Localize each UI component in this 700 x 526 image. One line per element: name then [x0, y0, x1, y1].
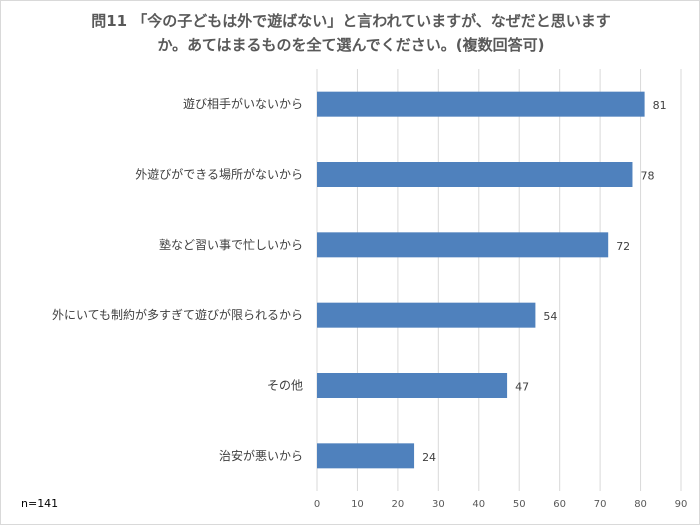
x-tick-label: 40 — [472, 499, 485, 510]
bar — [317, 302, 536, 328]
chart-title-line-1: 問11 「今の子どもは外で遊ばない」と言われていますが、なぜだと思います — [91, 12, 611, 30]
value-label: 54 — [543, 310, 557, 323]
value-label: 47 — [515, 381, 529, 394]
bar — [317, 232, 609, 258]
x-tick-label: 30 — [432, 499, 445, 510]
value-label: 72 — [616, 240, 630, 253]
value-label: 78 — [640, 170, 654, 183]
category-label: 外にいても制約が多すぎて遊びが限られるから — [52, 307, 303, 322]
sample-size-note: n=141 — [21, 497, 59, 510]
x-tick-label: 90 — [675, 499, 688, 510]
bar — [317, 443, 415, 469]
bar — [317, 91, 645, 117]
category-label: 治安が悪いから — [219, 448, 303, 463]
bar — [317, 373, 508, 398]
x-tick-label: 80 — [634, 499, 647, 510]
value-label: 81 — [653, 99, 667, 112]
x-tick-label: 20 — [392, 499, 405, 510]
x-tick-label: 0 — [314, 499, 320, 510]
bar — [317, 162, 633, 187]
chart-title: 問11 「今の子どもは外で遊ばない」と言われていますが、なぜだと思います か。あ… — [41, 9, 661, 57]
category-label: 外遊びができる場所がないから — [135, 167, 303, 182]
x-tick-label: 10 — [351, 499, 364, 510]
chart-title-line-2: か。あてはまるものを全て選んでください。(複数回答可) — [157, 36, 545, 54]
x-tick-label: 70 — [594, 499, 607, 510]
category-label: 遊び相手がいないから — [183, 96, 303, 111]
x-tick-label: 60 — [553, 499, 566, 510]
category-label: 塾など習い事で忙しいから — [159, 237, 303, 252]
category-label: その他 — [267, 379, 303, 393]
value-label: 24 — [422, 451, 436, 464]
x-tick-label: 50 — [513, 499, 526, 510]
